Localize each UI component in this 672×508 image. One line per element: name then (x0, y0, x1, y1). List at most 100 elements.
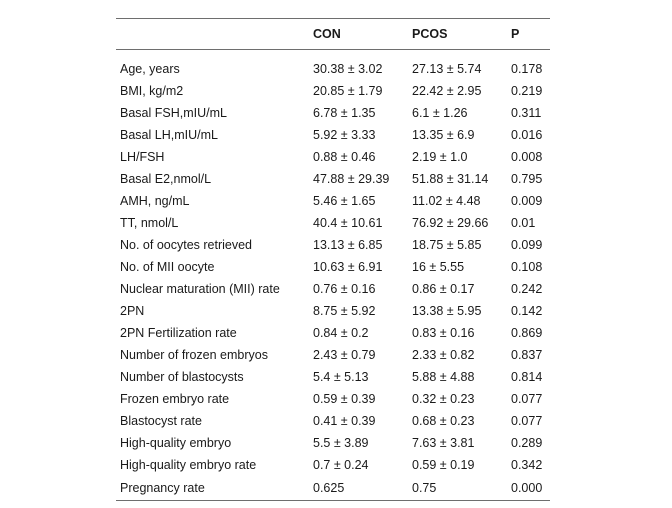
cell-p-value: 0.016 (511, 128, 543, 142)
table-row: Number of blastocysts 5.4 ± 5.13 5.88 ± 4.… (116, 366, 550, 388)
cell-p-value: 0.219 (511, 84, 543, 98)
table-row: Nuclear maturation (MII) rate 0.76 ± 0.16… (116, 278, 550, 300)
cell-pcos: 0.59 ± 0.19 (412, 458, 475, 472)
cell-pcos: 6.1 ± 1.26 (412, 106, 468, 120)
cell-variable: No. of MII oocyte (120, 260, 215, 274)
cell-con: 0.76 ± 0.16 (313, 282, 376, 296)
cell-pcos: 0.32 ± 0.23 (412, 392, 475, 406)
cell-variable: 2PN (120, 304, 145, 318)
cell-p-value: 0.108 (511, 260, 543, 274)
cell-con: 0.88 ± 0.46 (313, 150, 376, 164)
table-row: Basal E2,nmol/L 47.88 ± 29.39 51.88 ± 31.1… (116, 168, 550, 190)
cell-con: 20.85 ± 1.79 (313, 84, 383, 98)
table-row: Basal LH,mIU/mL 5.92 ± 3.33 13.35 ± 6.9 0.0… (116, 124, 550, 146)
cell-pcos: 0.83 ± 0.16 (412, 326, 475, 340)
cell-pcos: 11.02 ± 4.48 (412, 194, 481, 208)
table-row: Number of frozen embryos 2.43 ± 0.79 2.33 … (116, 344, 550, 366)
cell-pcos: 76.92 ± 29.66 (412, 216, 489, 230)
cell-con: 0.625 (309, 476, 408, 501)
cell-con: 0.84 ± 0.2 (313, 326, 369, 340)
cell-con: 0.7 ± 0.24 (313, 458, 369, 472)
cell-p-value: 0.142 (511, 304, 543, 318)
cell-variable: Pregnancy rate (116, 476, 309, 501)
cell-con: 2.43 ± 0.79 (313, 348, 376, 362)
cell-variable: Number of blastocysts (120, 370, 244, 384)
cell-p-value: 0.099 (511, 238, 543, 252)
cell-con: 10.63 ± 6.91 (313, 260, 383, 274)
header-variable (116, 18, 309, 50)
table-row: High-quality embryo rate 0.7 ± 0.24 0.59 ±… (116, 454, 550, 476)
cell-variable: Nuclear maturation (MII) rate (120, 282, 280, 296)
cell-p-value: 0.009 (511, 194, 543, 208)
cell-p-value: 0.008 (511, 150, 543, 164)
cell-p-value: 0.837 (511, 348, 543, 362)
cell-pcos: 27.13 ± 5.74 (412, 62, 482, 76)
cell-variable: AMH, ng/mL (120, 194, 190, 208)
table-header: CON PCOS P (116, 18, 550, 50)
cell-p-value: 0.01 (511, 216, 536, 230)
cell-con: 5.5 ± 3.89 (313, 436, 369, 450)
cell-variable: Frozen embryo rate (120, 392, 230, 406)
cell-pcos: 2.33 ± 0.82 (412, 348, 475, 362)
cell-p-value: 0.077 (511, 414, 543, 428)
table-row: No. of oocytes retrieved 13.13 ± 6.85 18.7… (116, 234, 550, 256)
table-row: High-quality embryo 5.5 ± 3.89 7.63 ± 3.81… (116, 432, 550, 454)
cell-pcos: 0.86 ± 0.17 (412, 282, 475, 296)
cell-pcos: 22.42 ± 2.95 (412, 84, 482, 98)
cell-con: 6.78 ± 1.35 (313, 106, 376, 120)
cell-p-value: 0.242 (511, 282, 543, 296)
cell-pcos: 16 ± 5.55 (412, 260, 465, 274)
cell-p-value: 0.795 (511, 172, 543, 186)
cell-variable: LH/FSH (120, 150, 165, 164)
header-p-value: P (507, 18, 550, 50)
cell-con: 5.46 ± 1.65 (313, 194, 376, 208)
cell-variable: High-quality embryo rate (120, 458, 257, 472)
cell-p-value: 0.289 (511, 436, 543, 450)
cell-variable: Blastocyst rate (120, 414, 202, 428)
table-row: Age, years 30.38 ± 3.02 27.13 ± 5.74 0.178 (116, 50, 550, 81)
header-row: CON PCOS P (116, 18, 550, 50)
cell-pcos: 2.19 ± 1.0 (412, 150, 468, 164)
cell-variable: Age, years (120, 62, 180, 76)
cell-pcos: 0.68 ± 0.23 (412, 414, 475, 428)
cell-con: 47.88 ± 29.39 (313, 172, 390, 186)
cell-p-value: 0.869 (511, 326, 543, 340)
cell-p-value: 0.342 (511, 458, 543, 472)
table-row: 2PN Fertilization rate 0.84 ± 0.2 0.83 ± 0… (116, 322, 550, 344)
table-row: Frozen embryo rate 0.59 ± 0.39 0.32 ± 0.23… (116, 388, 550, 410)
cell-p-value: 0.311 (511, 106, 542, 120)
cell-variable: Basal LH,mIU/mL (120, 128, 218, 142)
table-row: AMH, ng/mL 5.46 ± 1.65 11.02 ± 4.48 0.009 (116, 190, 550, 212)
cell-p-value: 0.178 (511, 62, 543, 76)
cell-con: 0.41 ± 0.39 (313, 414, 376, 428)
cell-con: 13.13 ± 6.85 (313, 238, 383, 252)
cell-p-value: 0.000 (507, 476, 550, 501)
table-body: Age, years 30.38 ± 3.02 27.13 ± 5.74 0.178 B… (116, 50, 550, 501)
cell-con: 5.4 ± 5.13 (313, 370, 369, 384)
table-row: Basal FSH,mIU/mL 6.78 ± 1.35 6.1 ± 1.26 0.3… (116, 102, 550, 124)
table-row: LH/FSH 0.88 ± 0.46 2.19 ± 1.0 0.008 (116, 146, 550, 168)
cell-variable: 2PN Fertilization rate (120, 326, 237, 340)
cell-con: 40.4 ± 10.61 (313, 216, 383, 230)
cell-variable: BMI, kg/m2 (120, 84, 184, 98)
table-row: 2PN 8.75 ± 5.92 13.38 ± 5.95 0.142 (116, 300, 550, 322)
cell-pcos: 13.35 ± 6.9 (412, 128, 475, 142)
header-con: CON (309, 18, 408, 50)
comparison-table: CON PCOS P Age, years 30.38 ± 3.02 27.13 ±… (116, 18, 550, 501)
cell-pcos: 5.88 ± 4.88 (412, 370, 475, 384)
table-row: Blastocyst rate 0.41 ± 0.39 0.68 ± 0.23 0.0… (116, 410, 550, 432)
cell-variable: No. of oocytes retrieved (120, 238, 253, 252)
cell-con: 0.59 ± 0.39 (313, 392, 376, 406)
cell-pcos: 51.88 ± 31.14 (412, 172, 489, 186)
cell-pcos: 0.75 (408, 476, 507, 501)
cell-variable: TT, nmol/L (120, 216, 179, 230)
cell-p-value: 0.077 (511, 392, 543, 406)
cell-pcos: 18.75 ± 5.85 (412, 238, 482, 252)
cell-con: 30.38 ± 3.02 (313, 62, 383, 76)
cell-con: 5.92 ± 3.33 (313, 128, 376, 142)
table-row: TT, nmol/L 40.4 ± 10.61 76.92 ± 29.66 0.01 (116, 212, 550, 234)
cell-p-value: 0.814 (511, 370, 543, 384)
cell-pcos: 13.38 ± 5.95 (412, 304, 482, 318)
cell-variable: Number of frozen embryos (120, 348, 268, 362)
cell-variable: Basal FSH,mIU/mL (120, 106, 227, 120)
